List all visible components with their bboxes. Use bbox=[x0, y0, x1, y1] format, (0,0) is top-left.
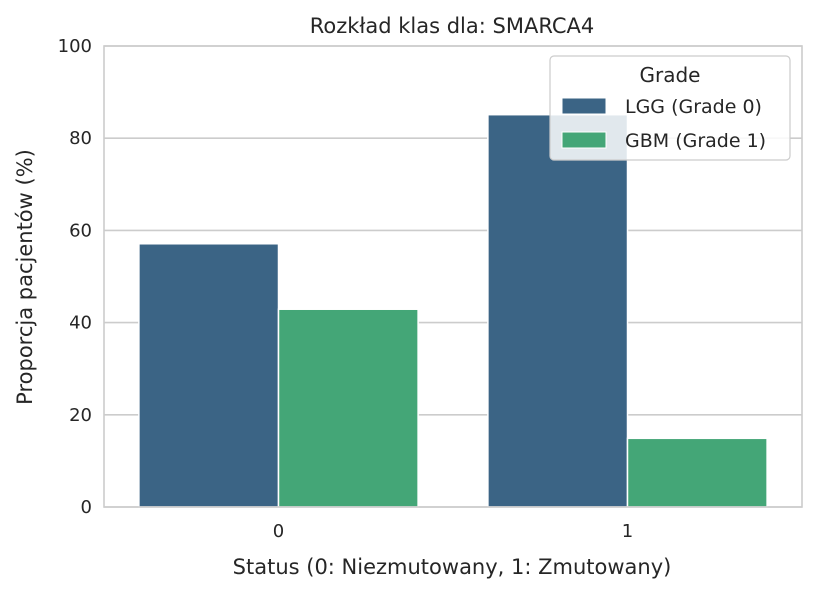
legend: Grade LGG (Grade 0) GBM (Grade 1) bbox=[549, 55, 791, 161]
y-tick-label: 100 bbox=[58, 36, 92, 57]
x-tick-label: 1 bbox=[622, 521, 633, 542]
legend-title: Grade bbox=[640, 63, 701, 87]
y-tick-labels: 0 20 40 60 80 100 bbox=[58, 36, 92, 518]
bar-gbm-0 bbox=[277, 308, 419, 508]
y-tick-label: 20 bbox=[69, 405, 92, 426]
legend-swatch bbox=[561, 97, 607, 115]
x-axis-label: Status (0: Niezmutowany, 1: Zmutowany) bbox=[233, 555, 672, 579]
bar-lgg-1 bbox=[487, 113, 629, 508]
chart-title: Rozkład klas dla: SMARCA4 bbox=[310, 14, 595, 38]
y-axis-label: Proporcja pacjentów (%) bbox=[13, 149, 37, 405]
bars bbox=[138, 113, 768, 508]
bar-gbm-1 bbox=[626, 437, 768, 508]
legend-label: GBM (Grade 1) bbox=[625, 130, 766, 152]
y-tick-label: 40 bbox=[69, 313, 92, 334]
y-tick-label: 60 bbox=[69, 220, 92, 241]
bar-lgg-0 bbox=[138, 243, 280, 508]
y-tick-label: 80 bbox=[69, 128, 92, 149]
plot-frame bbox=[103, 45, 803, 508]
legend-swatch bbox=[561, 131, 607, 149]
x-tick-label: 0 bbox=[273, 521, 284, 542]
legend-label: LGG (Grade 0) bbox=[625, 96, 762, 118]
legend-box bbox=[549, 55, 791, 161]
y-tick-label: 0 bbox=[81, 497, 92, 518]
